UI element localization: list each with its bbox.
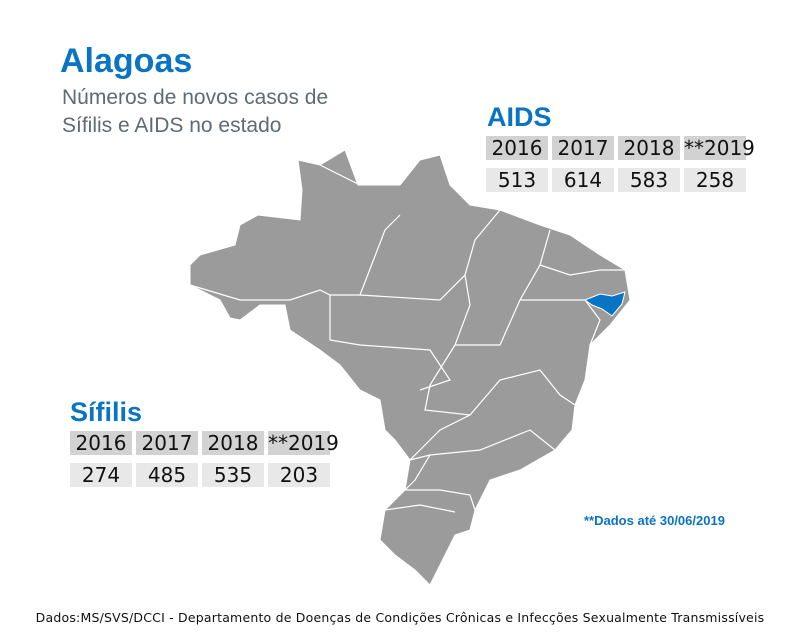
year-cell: 2017 <box>136 431 198 455</box>
value-cell: 513 <box>486 168 548 192</box>
aids-table: 2016 2017 2018 **2019 513 614 583 258 <box>486 136 755 192</box>
value-cell: 535 <box>202 463 264 487</box>
year-cell: 2016 <box>70 431 132 455</box>
page-title: Alagoas <box>60 42 193 80</box>
value-cell: 485 <box>136 463 198 487</box>
sifilis-title: Sífilis <box>70 397 143 427</box>
data-note: **Dados até 30/06/2019 <box>584 513 725 528</box>
sifilis-table: 2016 2017 2018 **2019 274 485 535 203 <box>70 431 339 487</box>
source-credit: Dados:MS/SVS/DCCI - Departamento de Doen… <box>35 610 765 625</box>
value-cell: 614 <box>552 168 614 192</box>
value-cell: 274 <box>70 463 132 487</box>
alagoas-highlight <box>583 291 626 317</box>
year-cell: 2018 <box>618 136 680 160</box>
brazil-outline <box>189 149 631 586</box>
year-cell: **2019 <box>268 431 339 455</box>
year-cell: 2017 <box>552 136 614 160</box>
value-cell: 583 <box>618 168 680 192</box>
year-cell: **2019 <box>684 136 755 160</box>
year-cell: 2016 <box>486 136 548 160</box>
value-cell: 203 <box>268 463 330 487</box>
value-cell: 258 <box>684 168 746 192</box>
page-subtitle: Números de novos casos de Sífilis e AIDS… <box>62 86 329 137</box>
year-cell: 2018 <box>202 431 264 455</box>
aids-title: AIDS <box>487 102 552 132</box>
